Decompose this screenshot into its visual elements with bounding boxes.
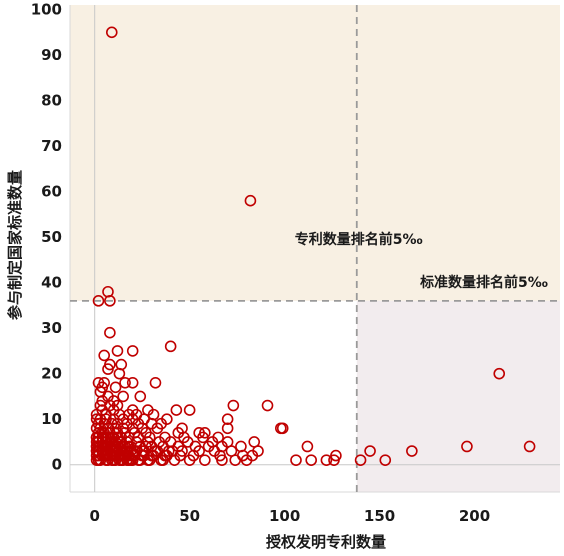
data-point [170,404,183,416]
data-point [140,440,152,453]
y-tick-label: 20 [41,365,62,383]
y-tick-label: 30 [41,319,62,337]
data-point [119,376,131,389]
y-tick-label: 70 [41,137,62,155]
data-point [111,345,124,357]
annotation-standard-top: 标准数量排名前5‰ [419,274,548,291]
annotation-patent-top: 专利数量排名前5‰ [295,231,423,248]
data-point [328,454,340,466]
data-point [229,454,242,466]
x-tick-label: 0 [89,507,99,525]
data-point [197,431,209,444]
data-point [199,454,211,466]
data-point [151,445,164,457]
data-point [493,367,506,380]
data-point [227,399,240,412]
data-point [115,358,128,371]
data-point [320,454,333,466]
data-point [98,349,110,362]
x-tick-label: 50 [179,507,200,525]
data-point [149,376,162,389]
x-tick-label: 150 [364,507,395,525]
y-tick-label: 80 [41,92,62,110]
data-point [305,454,318,466]
data-point [244,194,257,207]
x-tick-labels: 0 50 100 150 200 [89,507,490,525]
data-point [92,295,105,307]
data-point [117,390,129,403]
y-tick-label: 10 [41,410,62,428]
y-tick-label: 50 [41,228,62,246]
data-point [221,413,234,425]
data-point [221,422,234,435]
data-point [104,295,116,307]
data-point [109,381,122,394]
data-point [276,422,289,435]
data-point [113,367,126,380]
y-tick-label: 40 [41,274,62,292]
data-point [379,454,392,466]
data-point [216,454,228,466]
x-tick-label: 100 [269,507,300,525]
data-point [166,445,179,457]
data-point [104,326,116,339]
y-tick-label: 100 [31,1,62,19]
data-point [134,390,147,403]
data-point [364,445,376,457]
data-points [90,26,536,466]
x-axis-title: 授权发明专利数量 [266,533,386,551]
data-point [301,440,314,453]
data-point [151,422,164,435]
data-point [261,399,274,412]
data-point [183,454,196,466]
y-tick-label: 90 [41,46,62,64]
data-point [406,445,418,457]
data-point [240,454,253,466]
data-point [105,26,118,39]
data-point [126,345,139,357]
data-point [126,376,139,389]
data-point [235,440,247,453]
y-tick-label: 0 [52,456,62,474]
y-tick-label: 60 [41,183,62,201]
y-axis-title: 参与制定国家标准数量 [6,170,24,320]
right-band [356,300,560,492]
data-point [523,440,536,453]
data-point [164,340,177,353]
data-point [461,440,473,453]
data-point [354,454,367,466]
top-band [70,5,560,301]
data-point [290,454,302,466]
data-point [102,363,114,375]
data-point [183,404,196,416]
y-tick-labels: 0 10 20 30 40 50 60 70 80 90 100 [31,1,62,474]
x-tick-label: 200 [459,507,490,525]
